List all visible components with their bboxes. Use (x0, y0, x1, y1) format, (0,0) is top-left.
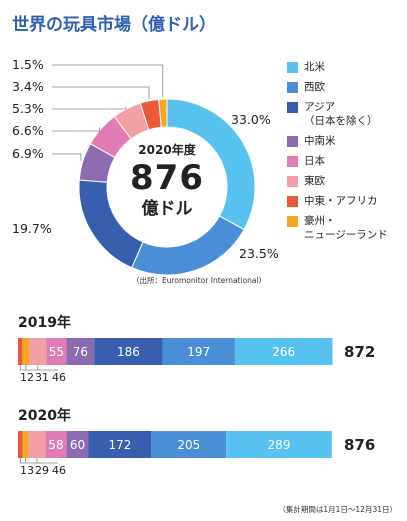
donut-label-asia: 19.7% (12, 221, 52, 236)
bar-2020-segment-north_america (226, 431, 332, 458)
legend-item: 東欧 (287, 174, 405, 188)
donut-leader-eastern_europe (52, 106, 127, 110)
source-note: （出所：Euromonitor International） (132, 276, 267, 285)
legend-label: 東欧 (304, 175, 325, 187)
bar-2019-leader-oceania (25, 365, 41, 371)
bar-2019-label-oceania: 31 (35, 371, 49, 384)
bar-2019-label-eastern_europe: 46 (52, 371, 66, 384)
donut-leader-mideast_africa (52, 86, 150, 99)
legend-label: 中東・アフリカ (304, 195, 378, 207)
period-note: （集計期間は1月1日〜12月31日） (278, 505, 397, 514)
bar-2019-label-north_america: 266 (272, 345, 295, 359)
legend-swatch (287, 176, 298, 187)
legend-swatch (287, 216, 298, 227)
bar-2020-label-japan: 58 (48, 438, 63, 452)
legend-item: 北米 (287, 60, 405, 74)
bar-2020-label-mideast_africa: 13 (20, 464, 34, 477)
legend-label: 中南米 (304, 135, 336, 147)
bar-2019-label-mideast_africa: 12 (20, 371, 34, 384)
donut-leader-latin_america (52, 153, 82, 161)
legend-item: 日本 (287, 154, 405, 168)
bar-2019-total: 872 (344, 343, 376, 361)
bar-2019-segment-japan (46, 338, 67, 365)
bar-2019-leader-eastern_europe (37, 365, 58, 371)
donut-center-year: 2020年度 (138, 143, 196, 157)
donut-label-mideast_africa: 3.4% (12, 79, 44, 94)
legend-swatch (287, 156, 298, 167)
bar-2020-segment-eastern_europe (28, 431, 46, 458)
bar-2019-segment-latin_america (66, 338, 95, 365)
bar-2019-segment-asia (94, 338, 163, 365)
legend-swatch (287, 196, 298, 207)
donut-center-unit: 億ドル (141, 199, 193, 219)
bar-2020-leader-mideast_africa (19, 458, 26, 464)
bar-2020-segment-western_europe (151, 431, 227, 458)
donut-label-eastern_europe: 5.3% (12, 101, 44, 116)
legend-item: アジア （日本を除く） (287, 100, 405, 128)
bar-2019-label-latin_america: 76 (73, 345, 88, 359)
bar-2020-total: 876 (344, 436, 376, 454)
legend-label: アジア （日本を除く） (304, 101, 378, 127)
bar-2019-label-asia: 186 (117, 345, 140, 359)
bar-2019-label-western_europe: 197 (187, 345, 210, 359)
legend-label: 豪州・ ニュージーランド (304, 215, 388, 241)
bar-2020-leader-eastern_europe (36, 458, 58, 464)
bar-2020-label-asia: 172 (108, 438, 131, 452)
bar-2020-segment-latin_america (66, 431, 89, 458)
legend: 北米 西欧 アジア （日本を除く） 中南米 日本 東欧 中東・アフリカ 豪州・ … (287, 60, 405, 248)
bar-2020-label-eastern_europe: 46 (52, 464, 66, 477)
donut-center-value: 876 (130, 158, 204, 198)
donut-slice-western_europe (131, 215, 245, 276)
bar-2019-segment-eastern_europe (29, 338, 47, 365)
legend-item: 中東・アフリカ (287, 194, 405, 208)
bar-2019-segment-mideast_africa (18, 338, 23, 365)
legend-item: 西欧 (287, 80, 405, 94)
bar-2020-segment-asia (88, 431, 152, 458)
bar-2019-segment-western_europe (162, 338, 235, 365)
legend-swatch (287, 136, 298, 147)
bar-2019-title: 2019年 (18, 315, 71, 331)
donut-label-japan: 6.6% (12, 123, 44, 138)
legend-label: 西欧 (304, 81, 325, 93)
donut-slice-oceania (158, 98, 168, 128)
bar-2020-leader-oceania (25, 458, 41, 464)
donut-leader-japan (52, 127, 100, 132)
chart-title: 世界の玩具市場（億ドル） (12, 15, 216, 35)
bar-2019-segment-oceania (22, 338, 30, 365)
legend-label: 北米 (304, 61, 325, 73)
donut-label-oceania: 1.5% (12, 57, 44, 72)
bar-2020-segment-japan (45, 431, 67, 458)
legend-swatch (287, 102, 298, 113)
legend-item: 豪州・ ニュージーランド (287, 214, 405, 242)
donut-leader-oceania (52, 64, 164, 98)
donut-label-western_europe: 23.5% (239, 246, 279, 261)
bar-2020-label-western_europe: 205 (177, 438, 200, 452)
bar-2020-label-north_america: 289 (268, 438, 291, 452)
legend-item: 中南米 (287, 134, 405, 148)
legend-swatch (287, 62, 298, 73)
donut-center: 2020年度 876 億ドル (102, 142, 232, 220)
bar-2019-label-japan: 55 (49, 345, 64, 359)
legend-label: 日本 (304, 155, 325, 167)
bar-2020-label-latin_america: 60 (70, 438, 85, 452)
donut-label-latin_america: 6.9% (12, 146, 44, 161)
donut-label-north_america: 33.0% (231, 112, 271, 127)
bar-2020-label-oceania: 29 (35, 464, 49, 477)
legend-swatch (287, 82, 298, 93)
bar-2020-title: 2020年 (18, 408, 71, 424)
bar-2019-segment-north_america (234, 338, 333, 365)
bar-2020-segment-mideast_africa (18, 431, 23, 458)
bar-2020-segment-oceania (22, 431, 29, 458)
bar-2019-leader-mideast_africa (19, 365, 26, 371)
